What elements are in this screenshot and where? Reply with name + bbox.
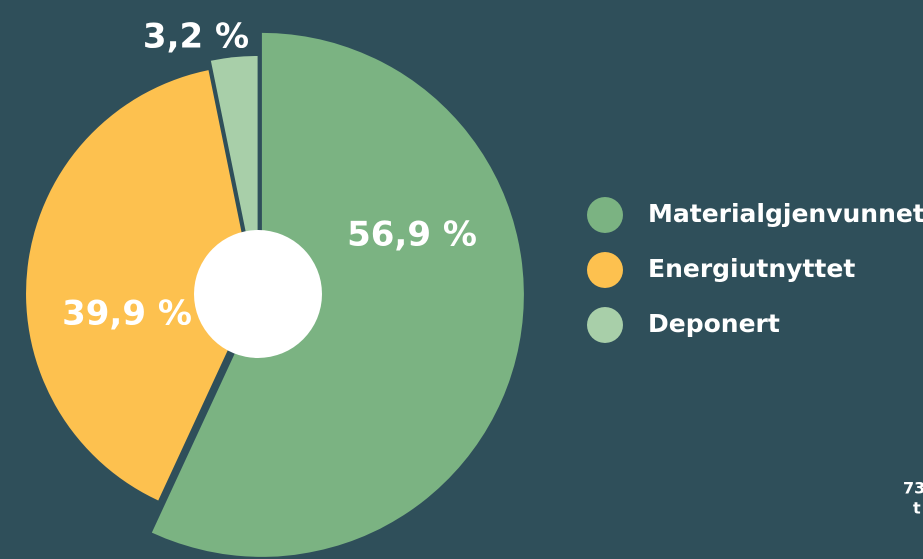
legend-swatch (587, 197, 623, 233)
data-label: 3,2 % (143, 17, 249, 57)
data-label: 56,9 % (347, 215, 477, 255)
legend-swatch (587, 252, 623, 288)
annotation: 73 (903, 479, 923, 498)
pie-slice (26, 70, 255, 501)
data-label: 39,9 % (62, 294, 192, 334)
pie-slice (151, 32, 524, 557)
annotation: t (913, 499, 921, 518)
legend-label: Materialgjenvunnet (648, 199, 923, 228)
legend-label: Energiutnyttet (648, 254, 855, 283)
legend-swatch (587, 307, 623, 343)
legend-label: Deponert (648, 309, 780, 338)
center-hole (194, 230, 322, 358)
